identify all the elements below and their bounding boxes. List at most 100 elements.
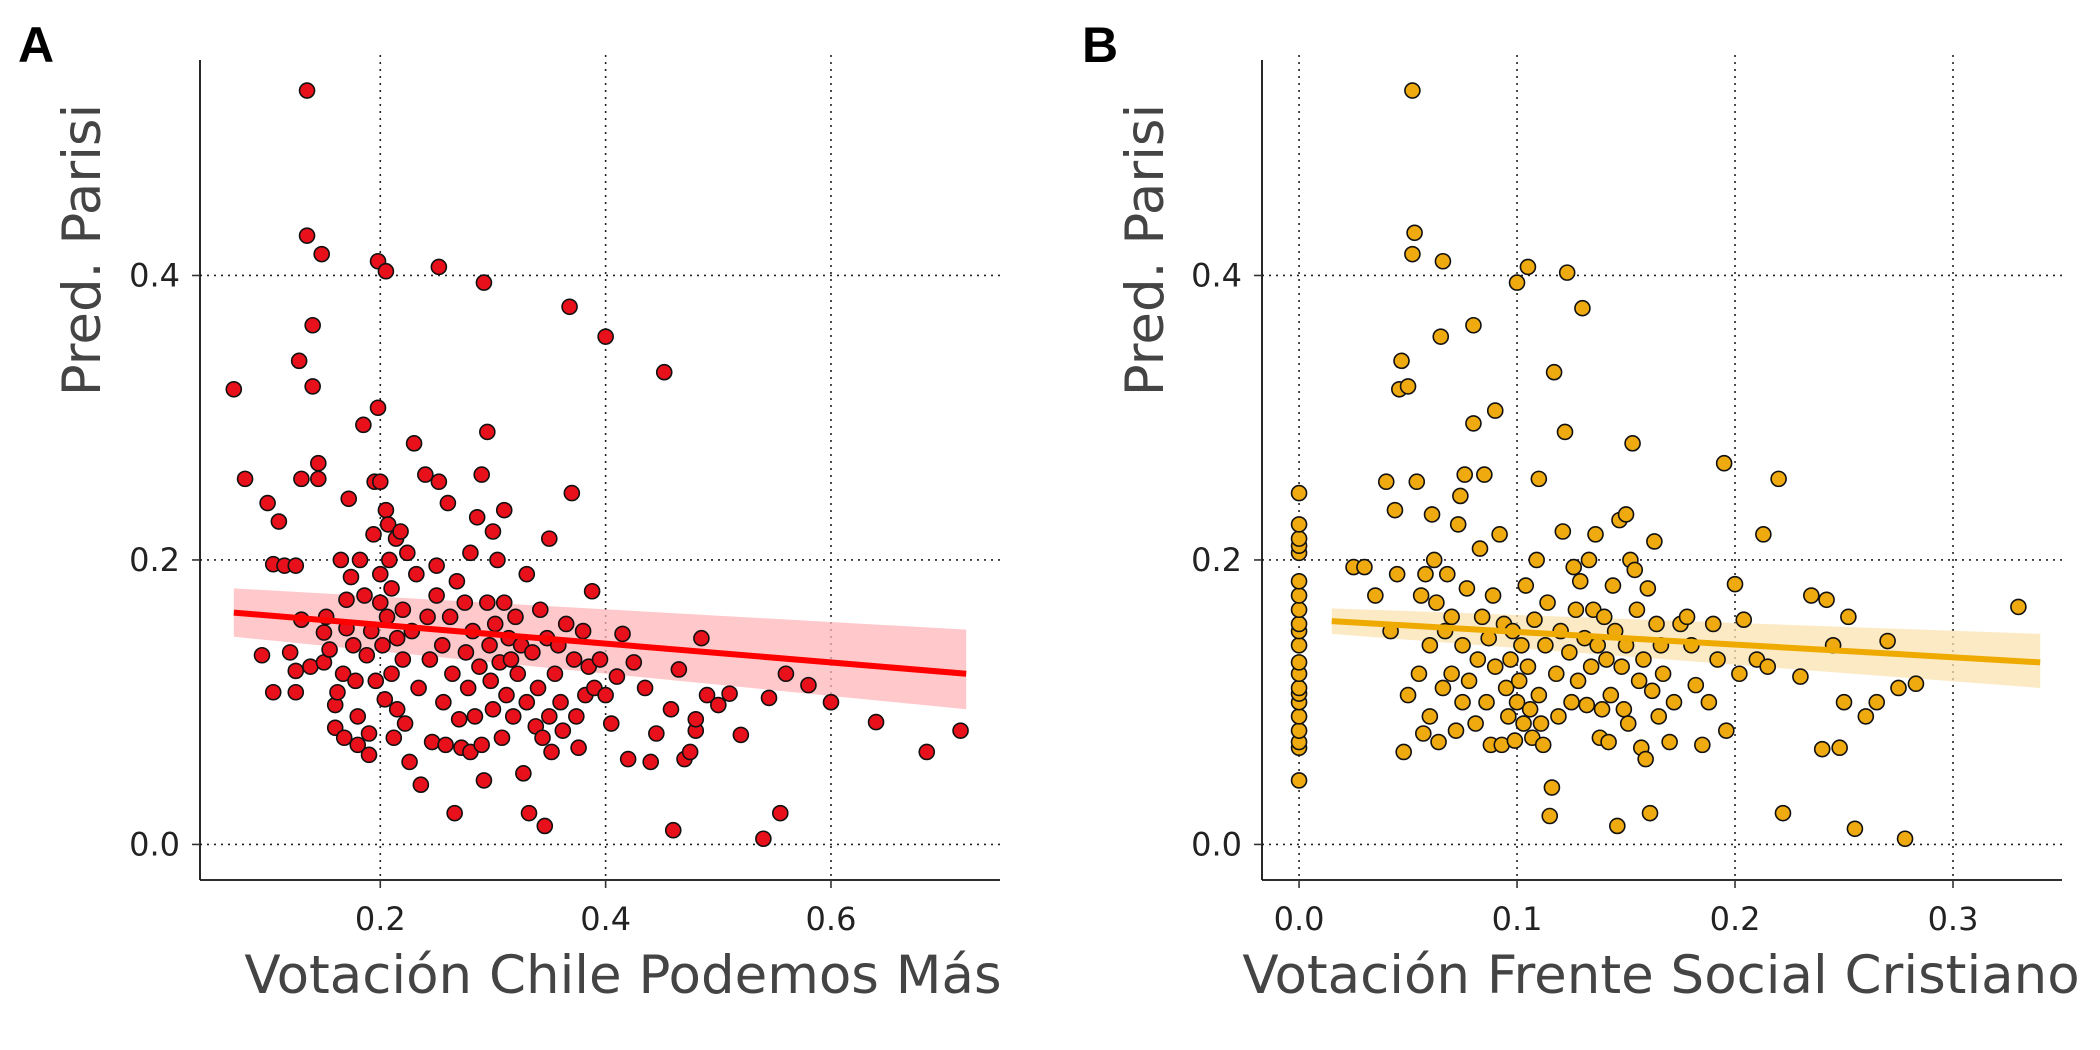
data-point xyxy=(338,591,355,609)
data-point xyxy=(1792,668,1809,685)
data-point xyxy=(1290,572,1308,590)
data-point xyxy=(1486,402,1504,419)
data-point xyxy=(1404,82,1421,99)
data-point xyxy=(356,587,373,604)
x-tick-label: 0.6 xyxy=(806,900,857,938)
data-point xyxy=(293,470,310,488)
data-point xyxy=(1598,651,1615,668)
data-point xyxy=(1715,454,1733,472)
y-tick-label: 0.0 xyxy=(129,825,180,863)
data-point xyxy=(380,551,398,569)
data-point xyxy=(1759,658,1777,675)
data-point xyxy=(1290,484,1308,502)
data-point xyxy=(1574,299,1591,317)
data-point xyxy=(1718,722,1735,739)
x-axis-title-b: Votación Frente Social Cristiano xyxy=(1242,945,2079,1006)
data-point xyxy=(388,629,406,647)
data-point xyxy=(392,523,409,540)
data-point xyxy=(1646,533,1663,550)
data-point xyxy=(1678,608,1696,626)
data-point xyxy=(321,641,338,658)
data-point xyxy=(482,672,500,690)
data-point xyxy=(486,615,504,633)
data-point xyxy=(1593,701,1611,718)
data-point xyxy=(448,572,466,590)
data-point xyxy=(1417,565,1434,583)
data-point xyxy=(1831,739,1848,757)
data-point xyxy=(1478,693,1495,711)
data-point xyxy=(1290,772,1308,789)
data-point xyxy=(1404,245,1421,263)
data-point xyxy=(360,725,378,742)
data-point xyxy=(1377,473,1395,491)
data-point xyxy=(1537,637,1554,654)
data-point xyxy=(1665,693,1683,711)
data-point xyxy=(1619,715,1637,732)
data-point xyxy=(430,258,448,276)
data-point xyxy=(1290,637,1308,654)
data-point xyxy=(410,679,427,697)
x-tick-label: 0.1 xyxy=(1492,900,1543,938)
data-point xyxy=(952,722,969,739)
data-point xyxy=(1425,551,1443,569)
data-point xyxy=(1587,526,1604,543)
data-point xyxy=(1434,252,1452,270)
data-point xyxy=(597,328,614,345)
panel-b: 0.0 0.1 0.2 0.3 0.0 0.2 0.4 B Pred. Parisi Vot… xyxy=(1082,17,2080,1006)
data-point xyxy=(1443,665,1460,683)
data-point xyxy=(270,513,288,530)
data-point xyxy=(1545,363,1563,381)
data-point xyxy=(1857,708,1875,725)
data-point xyxy=(1628,601,1646,619)
data-point xyxy=(1290,516,1308,533)
data-point xyxy=(1569,672,1587,690)
data-point xyxy=(662,701,680,718)
regression-line xyxy=(233,609,967,677)
data-point xyxy=(1491,526,1508,543)
data-point xyxy=(1430,733,1447,751)
data-point xyxy=(473,736,490,754)
data-point xyxy=(1639,580,1657,597)
regression-line xyxy=(1331,618,2041,666)
data-point xyxy=(1589,637,1606,654)
data-point xyxy=(1473,608,1491,626)
data-point xyxy=(591,651,609,668)
data-point xyxy=(1443,608,1460,626)
data-point xyxy=(563,484,581,502)
x-tick-label: 0.0 xyxy=(1274,900,1325,938)
data-point xyxy=(1290,654,1308,671)
data-point xyxy=(259,494,276,512)
data-point xyxy=(430,473,448,491)
data-point xyxy=(1687,676,1705,694)
data-point xyxy=(1726,575,1744,593)
data-point xyxy=(1735,611,1753,628)
data-point xyxy=(253,646,271,664)
data-point xyxy=(1563,693,1580,711)
data-point xyxy=(335,729,353,747)
data-point xyxy=(540,530,558,547)
data-point xyxy=(421,651,439,668)
data-point xyxy=(1500,708,1517,725)
data-point xyxy=(419,608,436,626)
ticks-b: 0.0 0.1 0.2 0.3 0.0 0.2 0.4 xyxy=(1191,256,1978,938)
data-point xyxy=(534,729,551,747)
data-point xyxy=(1465,415,1482,432)
data-point xyxy=(396,715,414,732)
data-point xyxy=(552,693,569,711)
data-point xyxy=(1704,615,1722,633)
data-point xyxy=(1517,577,1535,594)
data-point xyxy=(1530,470,1548,488)
data-point xyxy=(456,594,474,611)
y-axis-title-b: Pred. Parisi xyxy=(1115,104,1176,397)
data-point xyxy=(1595,608,1613,626)
data-point xyxy=(1513,637,1530,654)
data-point xyxy=(1630,672,1648,690)
data-point xyxy=(1521,701,1539,718)
data-point xyxy=(1602,686,1620,704)
data-point xyxy=(1465,316,1482,334)
data-point xyxy=(358,646,376,664)
data-point xyxy=(1449,516,1467,533)
data-point xyxy=(489,551,506,569)
data-point xyxy=(399,544,416,562)
data-point xyxy=(334,665,352,683)
